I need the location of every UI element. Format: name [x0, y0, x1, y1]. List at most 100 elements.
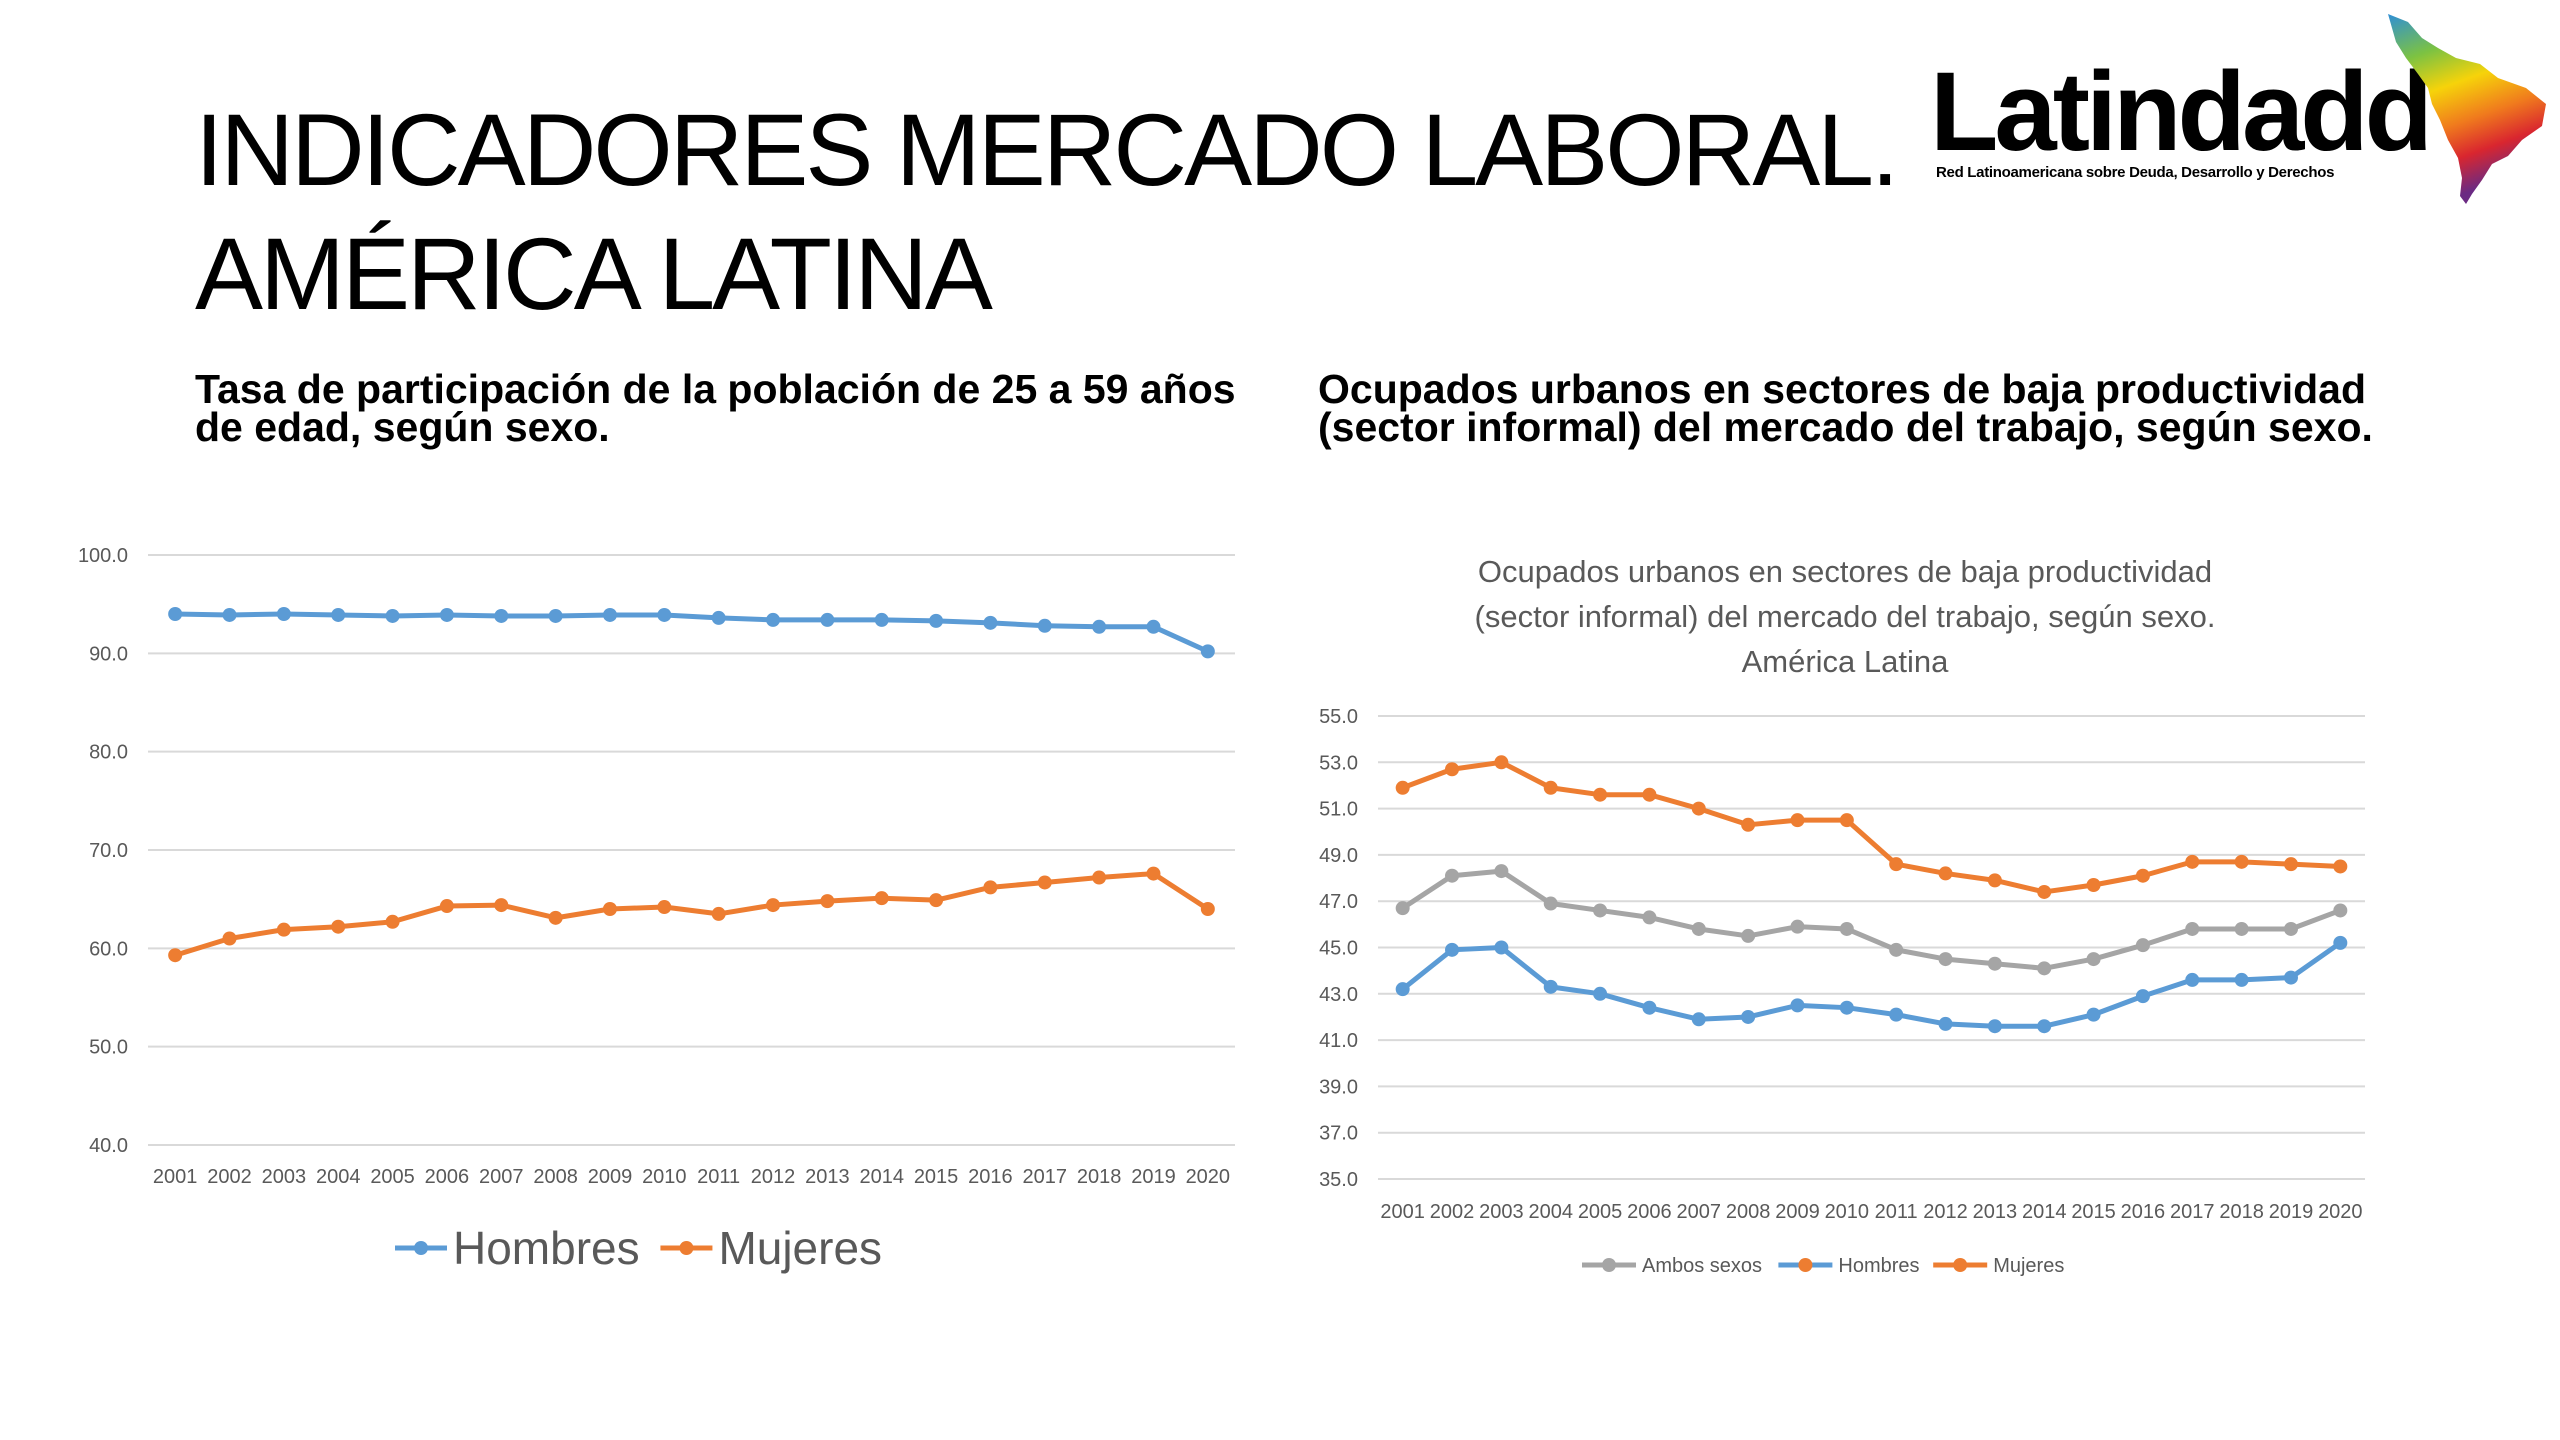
x-tick-label: 2020: [2318, 1201, 2363, 1223]
legend-label: Hombres: [453, 1222, 640, 1274]
data-point: [548, 910, 563, 925]
logo-wordmark: Latindadd: [1930, 49, 2433, 174]
data-point: [1839, 813, 1854, 828]
x-tick-label: 2013: [805, 1166, 850, 1188]
x-tick-label: 2014: [2022, 1201, 2067, 1223]
legend-marker: [1953, 1258, 1968, 1272]
x-tick-label: 2019: [2269, 1201, 2314, 1223]
series-line-mujeres: [1401, 759, 2341, 895]
x-tick-label: 2017: [2170, 1201, 2215, 1223]
data-point: [331, 607, 346, 622]
data-point: [1889, 1007, 1904, 1022]
x-tick-label: 2006: [425, 1166, 470, 1188]
x-tick-label: 2014: [859, 1166, 904, 1188]
y-tick-label: 41.0: [1319, 1030, 1358, 1052]
data-point: [1037, 875, 1052, 890]
data-point: [820, 894, 835, 909]
data-point: [1146, 619, 1161, 634]
data-point: [1642, 1000, 1657, 1015]
x-tick-label: 2016: [2121, 1201, 2166, 1223]
data-point: [276, 607, 291, 621]
slide-title-line1: INDICADORES MERCADO LABORAL.: [195, 93, 1899, 207]
y-tick-label: 50.0: [89, 1037, 128, 1059]
data-point: [820, 612, 835, 627]
x-tick-label: 2018: [1077, 1166, 1122, 1188]
data-point: [2333, 935, 2348, 950]
data-point: [2086, 1007, 2101, 1022]
data-point: [1790, 998, 1805, 1013]
y-tick-label: 43.0: [1319, 984, 1358, 1006]
right-chart-subtitle: Ocupados urbanos en sectores de baja pro…: [1318, 366, 2373, 450]
y-tick-label: 90.0: [89, 643, 128, 665]
data-point: [1839, 921, 1854, 936]
x-tick-label: 2008: [533, 1166, 578, 1188]
x-tick-label: 2015: [2071, 1201, 2116, 1223]
x-tick-label: 2018: [2219, 1201, 2264, 1223]
data-point: [1987, 956, 2002, 971]
south-america-map-icon: [2388, 14, 2546, 204]
data-point: [2037, 884, 2052, 899]
left-chart-subtitle: Tasa de participación de la población de…: [195, 366, 1236, 450]
chart-title-line: (sector informal) del mercado del trabaj…: [1475, 599, 2216, 634]
legend-marker: [1602, 1258, 1616, 1272]
x-tick-label: 2016: [968, 1166, 1013, 1188]
legend-marker: [1798, 1258, 1813, 1272]
x-tick-label: 2009: [588, 1166, 633, 1188]
x-tick-label: 2002: [1430, 1201, 1475, 1223]
data-point: [2333, 859, 2348, 874]
data-point: [2283, 857, 2298, 872]
logo-tagline: Red Latinoamericana sobre Deuda, Desarro…: [1936, 164, 2335, 181]
informal-sector-chart: Ocupados urbanos en sectores de baja pro…: [1319, 554, 2365, 1277]
participation-rate-chart: 40.0 50.0 60.0 70.0 80.0 90.0 100.0 2001 2002 200…: [78, 545, 1235, 1274]
data-point: [168, 948, 183, 963]
x-tick-label: 2012: [1923, 1201, 1968, 1223]
data-point: [2135, 868, 2150, 883]
data-point: [1092, 619, 1107, 634]
legend-label: Mujeres: [718, 1222, 882, 1274]
x-tick-label: 2012: [751, 1166, 796, 1188]
data-point: [1938, 952, 1953, 967]
series-line-mujeres: [174, 871, 1210, 958]
data-point: [276, 922, 291, 937]
x-tick-label: 2001: [1380, 1201, 1425, 1223]
data-point: [494, 608, 509, 623]
data-point: [2283, 970, 2298, 985]
data-point: [2037, 1019, 2052, 1034]
data-point: [1593, 986, 1608, 1001]
data-point: [1445, 868, 1460, 883]
legend-label: Hombres: [1838, 1255, 1919, 1277]
data-point: [1938, 866, 1953, 881]
y-tick-label: 100.0: [78, 545, 128, 567]
data-point: [1593, 903, 1608, 918]
data-point: [1987, 873, 2002, 888]
y-tick-label: 51.0: [1319, 799, 1358, 821]
data-point: [1593, 787, 1608, 802]
x-tick-label: 2019: [1131, 1166, 1176, 1188]
y-tick-label: 45.0: [1319, 938, 1358, 960]
x-tick-label: 2011: [697, 1166, 740, 1188]
data-point: [385, 914, 400, 929]
x-tick-label: 2013: [1973, 1201, 2018, 1223]
data-point: [983, 615, 998, 630]
y-tick-label: 55.0: [1319, 706, 1358, 728]
x-tick-label: 2020: [1186, 1166, 1231, 1188]
data-point: [1494, 864, 1509, 879]
data-point: [2135, 989, 2150, 1004]
data-point: [1395, 982, 1410, 997]
y-tick-label: 40.0: [89, 1135, 128, 1157]
series-line-hombres: [1401, 940, 2342, 1029]
data-point: [2234, 854, 2249, 869]
legend-marker: [414, 1241, 428, 1255]
data-point: [657, 900, 672, 915]
legend-label: Ambos sexos: [1642, 1255, 1762, 1277]
data-point: [1790, 919, 1805, 934]
data-point: [1889, 942, 1904, 957]
y-tick-label: 47.0: [1319, 891, 1358, 913]
data-point: [1037, 618, 1052, 633]
data-point: [1395, 901, 1410, 916]
x-tick-label: 2008: [1726, 1201, 1771, 1223]
data-point: [2185, 854, 2200, 869]
data-point: [1092, 870, 1107, 885]
data-point: [1790, 813, 1805, 828]
data-point: [1642, 910, 1657, 925]
